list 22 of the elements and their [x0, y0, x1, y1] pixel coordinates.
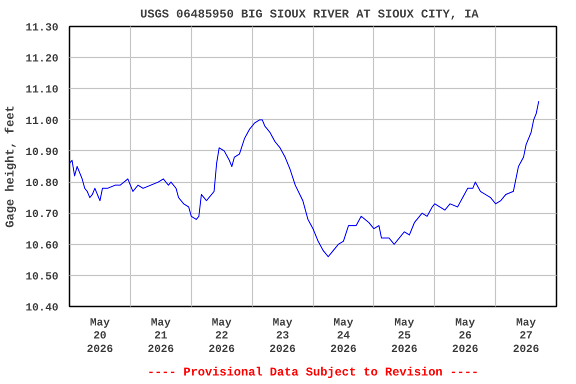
line-series — [70, 100, 540, 258]
y-tick-label: 10.90 — [25, 146, 59, 159]
y-tick-label: 11.20 — [25, 54, 59, 66]
y-tick-label: 11.30 — [25, 22, 59, 34]
x-tick-label: May 20 2026 — [86, 318, 114, 356]
x-tick-label: May 26 2026 — [452, 318, 478, 356]
y-tick-label: 10.60 — [25, 240, 59, 252]
x-tick-label: May 27 2026 — [512, 318, 540, 356]
y-tick-label: 10.70 — [25, 209, 59, 222]
x-tick-label: May 25 2026 — [391, 318, 418, 356]
y-tick-label: 10.80 — [25, 178, 59, 190]
y-tick-label: 10.40 — [25, 302, 59, 314]
chart-title: USGS 06485950 BIG SIOUX RIVER AT SIOUX CITY, IA — [140, 8, 480, 22]
y-axis-title: Gage height, feet — [3, 105, 18, 228]
x-tick-label: May 22 2026 — [208, 318, 235, 356]
x-tick-label: May 23 2026 — [269, 318, 296, 356]
x-tick-label: May 24 2026 — [330, 318, 357, 356]
x-tick-label: May 21 2026 — [148, 318, 174, 356]
text: ---- Provisional Data Subject to Revision ---- — [147, 366, 479, 380]
y-tick-label: 11.10 — [25, 84, 59, 97]
y-tick-label: 11.00 — [25, 116, 59, 128]
y-tick-label: 10.50 — [25, 271, 59, 284]
